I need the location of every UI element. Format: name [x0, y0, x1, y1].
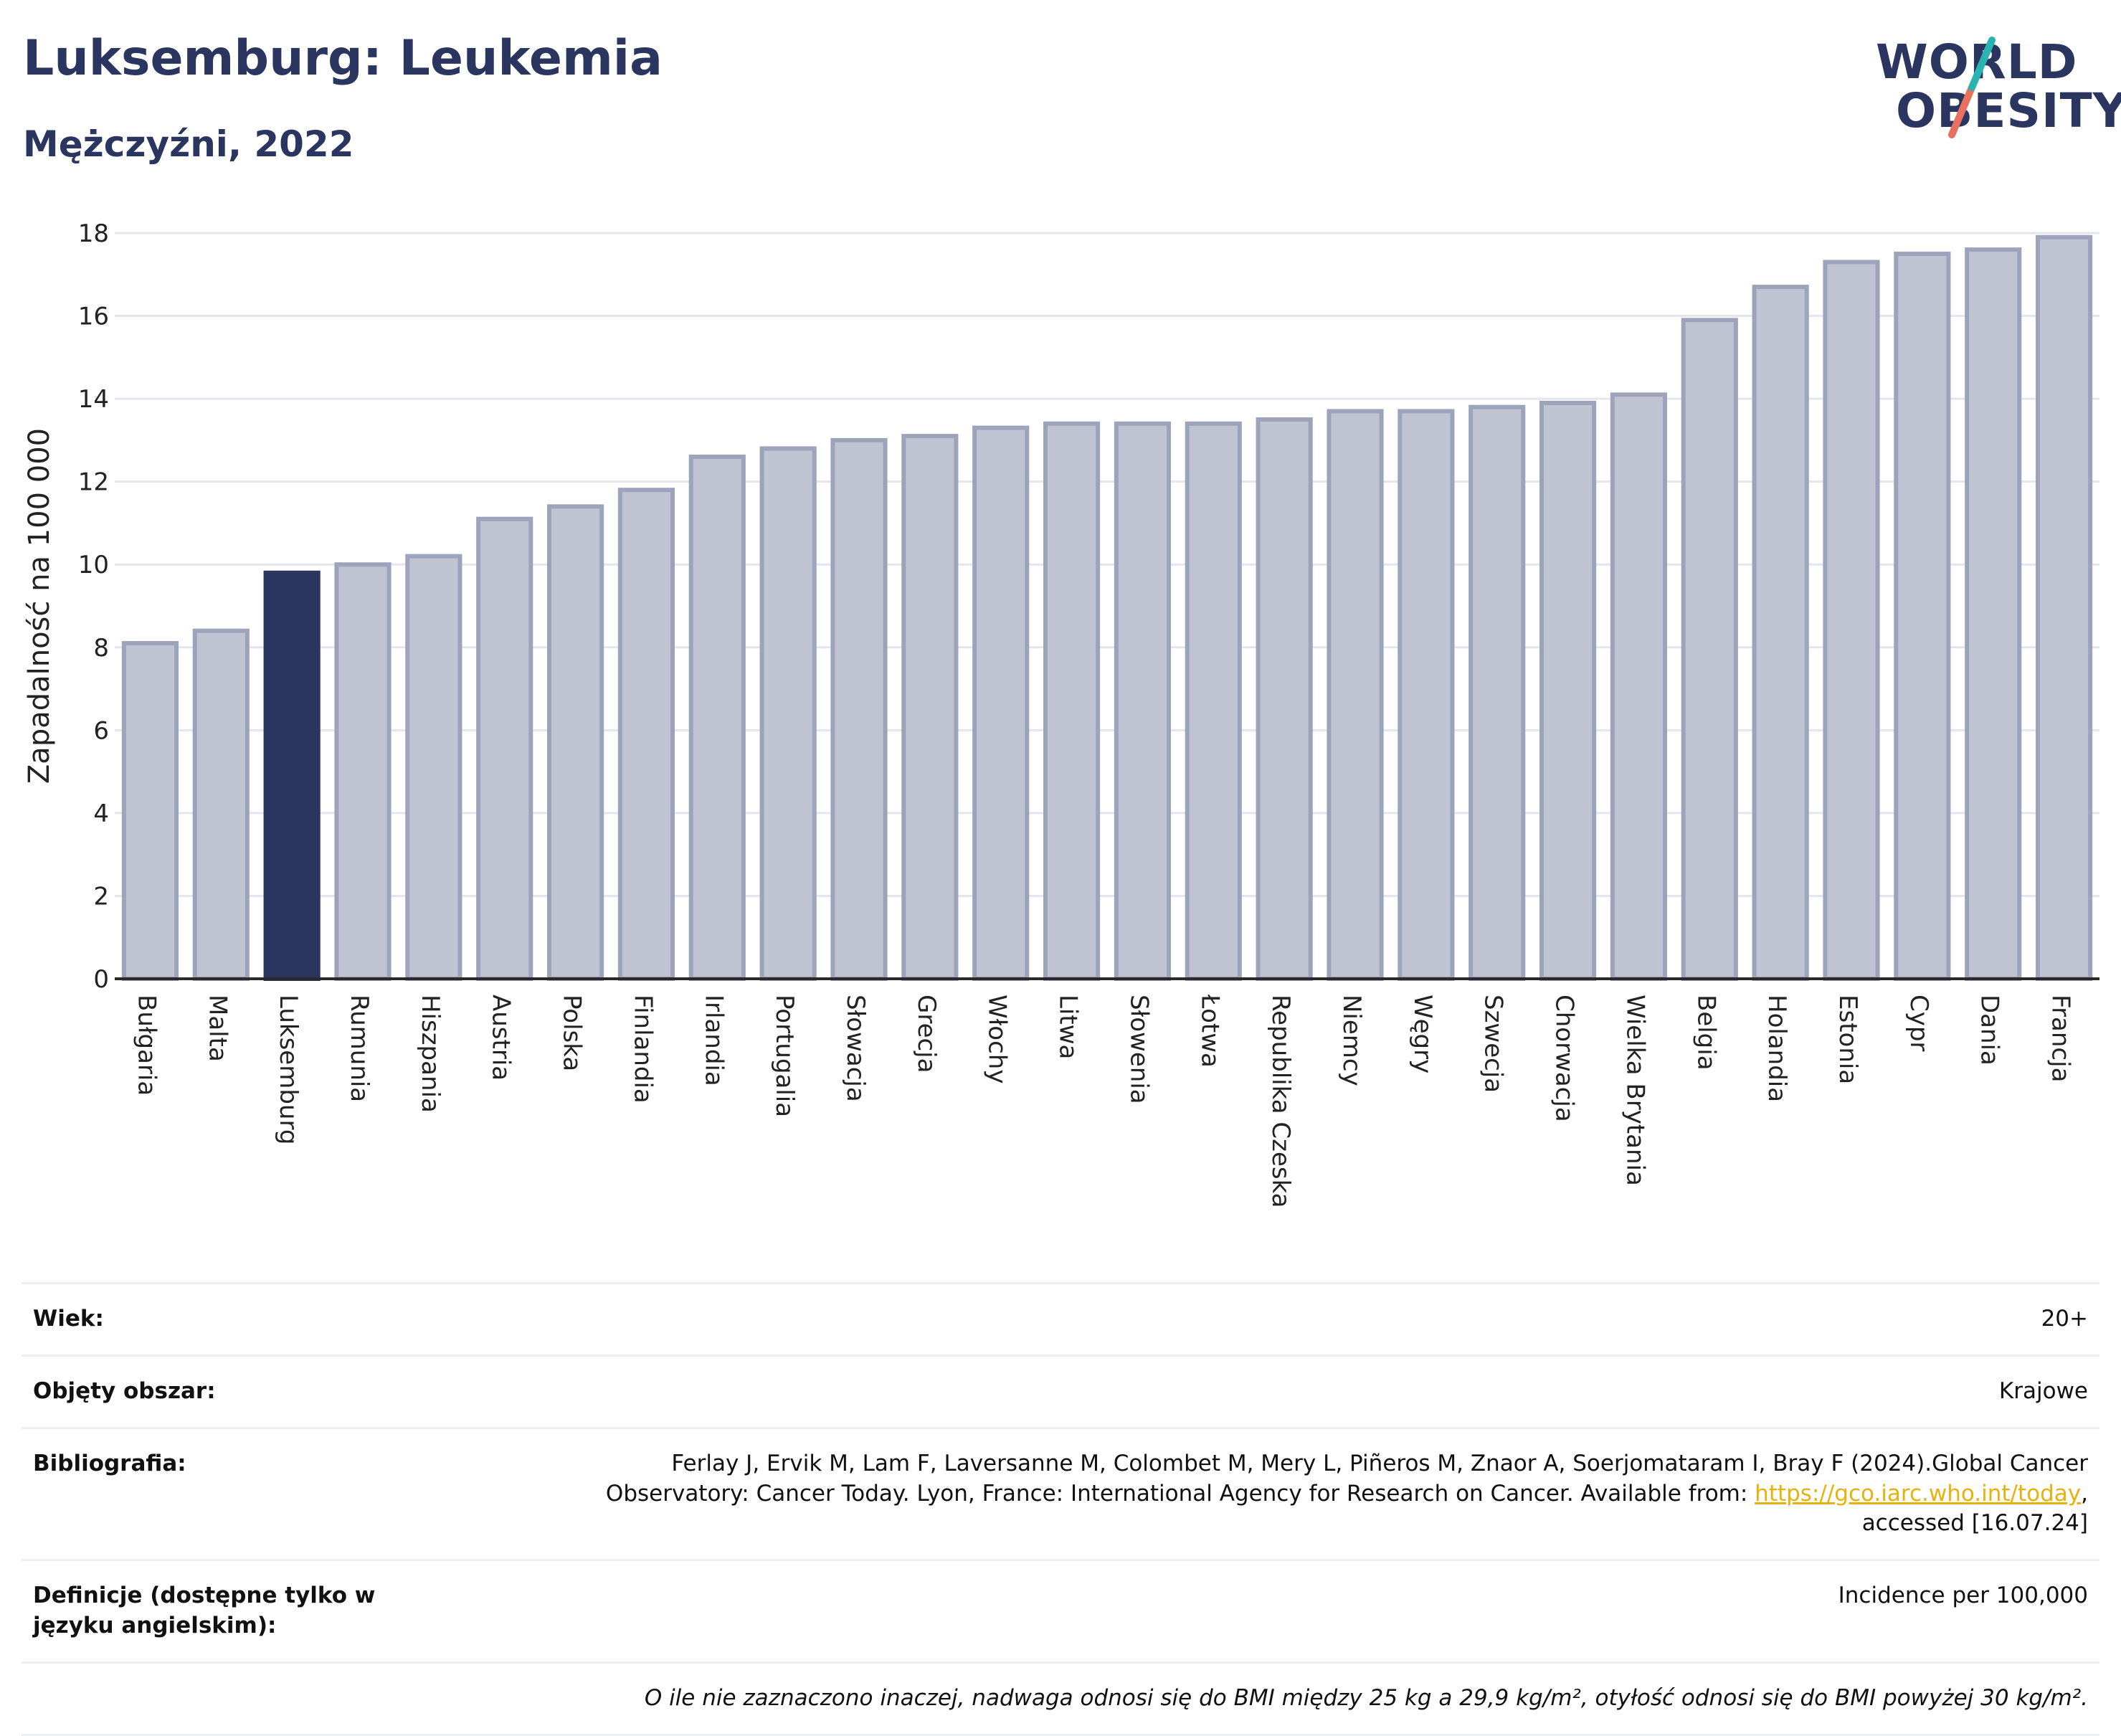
x-tick-label: Irlandia [699, 995, 728, 1086]
meta-row-bibliography: Bibliografia: Ferlay J, Ervik M, Lam F, … [22, 1426, 2099, 1560]
x-tick-label: Litwa [1054, 995, 1083, 1059]
x-tick-label: Niemcy [1337, 995, 1366, 1086]
x-tick-label: Szwecja [1479, 995, 1508, 1093]
x-axis-ticks: Bułgaria Malta Luksemburg Rumunia Hiszpania A… [132, 994, 2074, 1208]
meta-row-age: Wiek: 20+ [22, 1282, 2099, 1355]
x-tick-label: Austria [487, 995, 516, 1081]
bar-dania [1965, 247, 2022, 982]
bar-francja [2035, 234, 2093, 981]
x-tick-label: Chorwacja [1550, 995, 1579, 1122]
bar-wielka-brytania [1610, 392, 1668, 982]
bar-republika-czeska [1256, 417, 1313, 981]
bar-austria [476, 516, 533, 981]
x-tick-label: Rumunia [345, 995, 374, 1102]
x-tick-label: Bułgaria [132, 995, 161, 1096]
y-tick-label: 14 [78, 385, 109, 414]
meta-row-coverage: Objęty obszar: Krajowe [22, 1354, 2099, 1427]
bar-finlandia [617, 488, 675, 981]
metadata-table: Wiek: 20+ Objęty obszar: Krajowe Bibliog… [22, 1282, 2099, 1736]
logo-line-2: OBESITY [1896, 83, 2121, 138]
x-tick-label: Węgry [1408, 995, 1437, 1073]
logo-slash-icon [1948, 37, 1996, 138]
bar-litwa [1043, 421, 1101, 981]
y-tick-label: 10 [78, 551, 109, 579]
definitions-label: Definicje (dostępne tylko w języku angie… [33, 1583, 376, 1639]
bar-malta [192, 628, 250, 982]
x-tick-label: Hiszpania [416, 995, 445, 1113]
x-tick-label: Malta [203, 995, 232, 1062]
bar-estonia [1823, 260, 1880, 981]
y-tick-label: 16 [78, 303, 109, 331]
bar-słowacja [830, 437, 888, 981]
y-axis-ticks: 0 2 4 6 8 10 12 14 16 18 [78, 219, 109, 994]
coverage-value: Krajowe [1998, 1377, 2088, 1404]
bar-belgia [1681, 318, 1738, 982]
bmi-note: O ile nie zaznaczono inaczej, nadwaga od… [644, 1684, 2088, 1711]
x-tick-label: Słowacja [841, 995, 870, 1102]
bar-węgry [1398, 409, 1455, 981]
y-tick-label: 0 [93, 965, 109, 994]
bar-chorwacja [1539, 400, 1597, 981]
age-value: 20+ [2041, 1306, 2088, 1332]
x-tick-label: Łotwa [1195, 994, 1224, 1068]
bar-holandia [1752, 285, 1809, 982]
coverage-label: Objęty obszar: [33, 1377, 216, 1404]
x-tick-label: Wielka Brytania [1621, 995, 1649, 1186]
bibliography-value: Ferlay J, Ervik M, Lam F, Laversanne M, … [463, 1449, 2088, 1540]
bar-rumunia [334, 562, 392, 981]
x-tick-label: Francja [2046, 995, 2075, 1082]
bibliography-label: Bibliografia: [33, 1450, 186, 1476]
bar-grecja [901, 434, 959, 982]
page-title: Luksemburg: Leukemia [23, 30, 663, 87]
y-tick-label: 4 [93, 800, 109, 828]
x-tick-label: Włochy [983, 995, 1012, 1083]
bar-włochy [972, 425, 1030, 981]
bar-irlandia [688, 455, 746, 981]
x-tick-label: Portugalia [770, 995, 799, 1117]
bar-cypr [1894, 251, 1951, 981]
x-tick-label: Cypr [1904, 995, 1933, 1051]
world-obesity-logo: WORLD OBESITY [1871, 29, 2121, 151]
bar-polska [546, 504, 604, 982]
x-tick-label: Luksemburg [274, 995, 303, 1144]
y-tick-label: 6 [93, 716, 109, 745]
bibliography-text-4: accessed [16.07.24] [1861, 1510, 2088, 1537]
x-tick-label: Finlandia [628, 995, 657, 1104]
bar-chart: 0 2 4 6 8 10 12 14 16 18 Bułgaria Malta Luksemburg R… [23, 219, 2099, 1208]
y-tick-label: 12 [78, 468, 109, 497]
y-tick-label: 2 [93, 882, 109, 911]
bar-szwecja [1468, 404, 1526, 981]
bars [121, 234, 2093, 982]
x-tick-label: Polska [558, 995, 587, 1071]
bar-niemcy [1327, 409, 1384, 981]
definitions-value: Incidence per 100,000 [1838, 1583, 2088, 1609]
age-label: Wiek: [33, 1306, 104, 1332]
y-tick-label: 18 [78, 219, 109, 248]
x-tick-label: Belgia [1691, 995, 1720, 1071]
bar-łotwa [1185, 421, 1242, 981]
bibliography-text-3: , [2081, 1480, 2088, 1507]
bar-luksemburg [263, 570, 321, 981]
x-tick-label: Holandia [1762, 995, 1791, 1102]
meta-row-note: O ile nie zaznaczono inaczej, nadwaga od… [22, 1661, 2099, 1736]
x-tick-label: Estonia [1833, 995, 1862, 1084]
x-tick-label: Słowenia [1124, 995, 1153, 1104]
bar-bułgaria [121, 641, 179, 981]
meta-row-definitions: Definicje (dostępne tylko w języku angie… [22, 1559, 2099, 1661]
bar-hiszpania [405, 554, 462, 981]
bibliography-text-1: Ferlay J, Ervik M, Lam F, Laversanne M, … [671, 1450, 2088, 1476]
bar-portugalia [759, 446, 817, 981]
x-tick-label: Republika Czeska [1266, 995, 1295, 1208]
x-tick-label: Dania [1975, 995, 2004, 1066]
y-tick-label: 8 [93, 634, 109, 663]
bar-słowenia [1114, 421, 1172, 981]
bibliography-text-2: Observatory: Cancer Today. Lyon, France:… [605, 1480, 1755, 1507]
page-subtitle: Mężczyźni, 2022 [23, 123, 354, 165]
bibliography-link[interactable]: https://gco.iarc.who.int/today [1755, 1480, 2082, 1507]
x-tick-label: Grecja [912, 995, 941, 1073]
y-axis-label: Zapadalność na 100 000 [23, 428, 56, 784]
